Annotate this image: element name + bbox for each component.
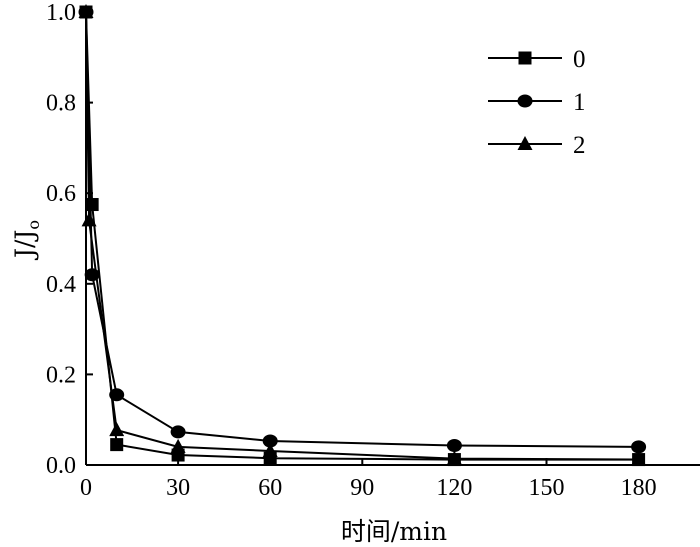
data-point — [85, 198, 99, 212]
series-line — [85, 11, 639, 461]
x-tick-label: 120 — [436, 475, 472, 501]
x-axis-title: 时间/min — [341, 517, 447, 546]
data-point — [109, 422, 125, 437]
data-point — [631, 451, 647, 466]
x-tick-label: 150 — [529, 475, 565, 501]
data-point — [446, 439, 462, 453]
y-tick-label: 0.8 — [46, 91, 76, 117]
y-axis-title-subscript: o — [24, 220, 43, 230]
legend-label: 0 — [573, 46, 586, 73]
x-tick-label: 90 — [350, 475, 374, 501]
y-tick-label: 0.0 — [46, 453, 76, 479]
data-point — [170, 425, 186, 439]
series-layer — [78, 4, 647, 467]
y-tick-label: 0.4 — [46, 272, 76, 298]
legend-marker — [517, 136, 533, 150]
y-tick-label: 1.0 — [46, 0, 76, 26]
x-tick-label: 60 — [258, 475, 282, 501]
data-point — [262, 442, 278, 457]
series-0 — [79, 5, 646, 467]
data-point — [170, 438, 186, 453]
y-axis-title-main: J/J — [10, 230, 39, 261]
series-line — [85, 11, 639, 461]
legend-marker — [518, 51, 532, 65]
legend-label: 1 — [573, 89, 586, 116]
legend-marker — [517, 94, 533, 108]
series-2 — [78, 4, 647, 466]
legend-label: 2 — [573, 132, 586, 159]
legend: 0 1 2 — [488, 46, 586, 159]
x-tick-label: 0 — [80, 475, 92, 501]
data-point — [631, 440, 647, 454]
data-point — [446, 450, 462, 465]
data-point — [78, 4, 94, 18]
legend-item-2: 2 — [488, 132, 586, 159]
series-1 — [78, 5, 647, 454]
legend-item-0: 0 — [488, 46, 586, 73]
y-axis-title-group: J/Jo — [10, 220, 43, 261]
y-tick-label: 0.6 — [46, 181, 76, 207]
y-axis-title: J/Jo — [10, 220, 43, 261]
series-line — [85, 11, 639, 448]
x-tick-label: 30 — [166, 475, 190, 501]
data-point — [110, 438, 124, 452]
axes — [85, 12, 700, 466]
x-tick-label: 180 — [621, 475, 657, 501]
data-point — [262, 434, 278, 448]
legend-item-1: 1 — [488, 89, 586, 116]
y-tick-label: 0.2 — [46, 362, 76, 388]
data-point — [81, 212, 97, 227]
